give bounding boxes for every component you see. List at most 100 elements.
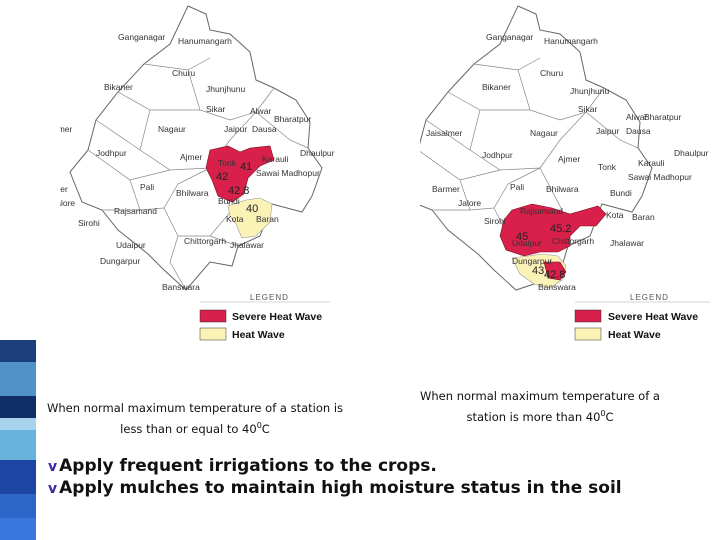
stripe-block — [0, 518, 36, 540]
legend-title: LEGEND — [630, 293, 669, 302]
temp-value: 43 — [532, 265, 544, 277]
bullet-text: Apply frequent irrigations to the crops. — [59, 456, 437, 476]
place-label: Jodhpur — [482, 150, 513, 160]
place-label: Barmer — [60, 184, 68, 194]
temp-value: 41 — [240, 161, 252, 173]
legend-title: LEGEND — [250, 293, 289, 302]
temp-value: 45 — [516, 231, 528, 243]
stripe-block — [0, 494, 36, 518]
legend-heat-label: Heat Wave — [232, 329, 285, 341]
place-label: Bundi — [610, 188, 632, 198]
place-label: Alwar — [626, 112, 647, 122]
place-label: Udaipur — [116, 240, 146, 250]
place-label: Rajsamand — [520, 206, 563, 216]
place-label: Karauli — [262, 154, 289, 164]
temp-value: 42 — [216, 171, 228, 183]
place-label: Kota — [226, 214, 244, 224]
place-label: Ganganagar — [486, 32, 533, 42]
legend-heat-swatch — [199, 327, 227, 341]
place-label: Bikaner — [482, 82, 511, 92]
place-label: Nagaur — [530, 128, 558, 138]
place-label: Jhalawar — [610, 238, 644, 248]
right-map: Ganganagar Hanumangarh Bikaner Churu Jhu… — [420, 0, 720, 350]
place-label: Bhilwara — [176, 188, 209, 198]
legend: LEGEND Severe Heat Wave Heat Wave — [574, 293, 710, 341]
place-label: Nagaur — [158, 124, 186, 134]
place-label: Pali — [510, 182, 524, 192]
place-label: Jaipur — [596, 126, 619, 136]
stripe-block — [0, 460, 36, 494]
place-label: Ajmer — [558, 154, 580, 164]
legend-severe-swatch — [199, 309, 227, 323]
right-map-svg: Ganganagar Hanumangarh Bikaner Churu Jhu… — [420, 5, 710, 341]
legend-severe-swatch — [574, 309, 602, 323]
stripe-block — [0, 396, 36, 418]
left-caption: When normal maximum temperature of a sta… — [30, 400, 360, 438]
bullet-diamond-icon: v — [48, 459, 58, 475]
bullet-diamond-icon: v — [48, 481, 58, 497]
place-label: Ganganagar — [118, 32, 165, 42]
bullet-item: v Apply frequent irrigations to the crops… — [48, 456, 622, 478]
left-map-svg: Ganganagar Hanumangarh Bikaner Churu Jhu… — [60, 5, 335, 341]
bullet-list: v Apply frequent irrigations to the crops… — [48, 456, 622, 500]
place-label: Jodhpur — [96, 148, 127, 158]
severe-region — [543, 261, 567, 281]
place-label: Sawai Madhopur — [628, 172, 692, 182]
right-caption-line2-text: station is more than 40 — [466, 409, 601, 424]
place-label: Tonk — [598, 162, 617, 172]
place-label: Jalore — [60, 198, 75, 208]
place-label: Bundi — [218, 196, 240, 206]
severe-region — [499, 203, 607, 257]
stripe-block — [0, 418, 36, 430]
place-label: Churu — [540, 68, 563, 78]
place-label: Dausa — [252, 124, 277, 134]
left-caption-sup: 0 — [256, 421, 262, 430]
legend-severe-label: Severe Heat Wave — [232, 311, 322, 323]
place-label: Bharatpur — [274, 114, 311, 124]
place-label: Bhilwara — [546, 184, 579, 194]
place-label: Kota — [606, 210, 624, 220]
place-label: Pali — [140, 182, 154, 192]
place-label: Banswara — [162, 282, 200, 292]
place-label: Jaipur — [224, 124, 247, 134]
place-label: Bikaner — [104, 82, 133, 92]
place-label: Sikar — [578, 104, 598, 114]
place-label: Hanumangarh — [178, 36, 232, 46]
district-boundaries — [87, 57, 309, 291]
place-label: Hanumangarh — [544, 36, 598, 46]
right-caption-unit: C — [605, 409, 614, 424]
place-label: Jhunjhunu — [206, 84, 246, 94]
temp-value: 42.8 — [544, 269, 565, 281]
place-label: Bharatpur — [644, 112, 681, 122]
right-caption: When normal maximum temperature of a sta… — [390, 388, 690, 426]
left-map: Ganganagar Hanumangarh Bikaner Churu Jhu… — [60, 0, 360, 350]
place-label: Dungarpur — [100, 256, 140, 266]
left-caption-line2: less than or equal to 400C — [30, 417, 360, 438]
left-caption-line1: When normal maximum temperature of a sta… — [46, 401, 344, 415]
legend-severe-label: Severe Heat Wave — [608, 311, 698, 323]
place-label: Sirohi — [78, 218, 100, 228]
place-label: Jaisalmer — [426, 128, 463, 138]
place-label: Dausa — [626, 126, 651, 136]
place-label: Udaipur — [512, 238, 542, 248]
stripe-block — [0, 362, 36, 396]
place-label: Jhalawar — [230, 240, 264, 250]
place-label: Jaisalmer — [60, 124, 73, 134]
place-label: Dhaulpur — [300, 148, 335, 158]
place-label: Banswara — [538, 282, 576, 292]
stripe-block — [0, 340, 36, 362]
place-label: Karauli — [638, 158, 665, 168]
right-caption-line2: station is more than 400C — [390, 405, 690, 426]
heat-region — [227, 197, 273, 239]
place-label: Jhunjhunu — [570, 86, 610, 96]
legend: LEGEND Severe Heat Wave Heat Wave — [199, 293, 330, 341]
place-label: Dhaulpur — [674, 148, 709, 158]
place-label: Churu — [172, 68, 195, 78]
legend-heat-swatch — [574, 327, 602, 341]
legend-heat-label: Heat Wave — [608, 329, 661, 341]
temp-value: 45.2 — [550, 223, 571, 235]
place-label: Ajmer — [180, 152, 202, 162]
right-caption-line1: When normal maximum temperature of a — [420, 389, 660, 403]
bullet-text: Apply mulches to maintain high moisture … — [59, 478, 622, 498]
place-label: Dungarpur — [512, 256, 552, 266]
